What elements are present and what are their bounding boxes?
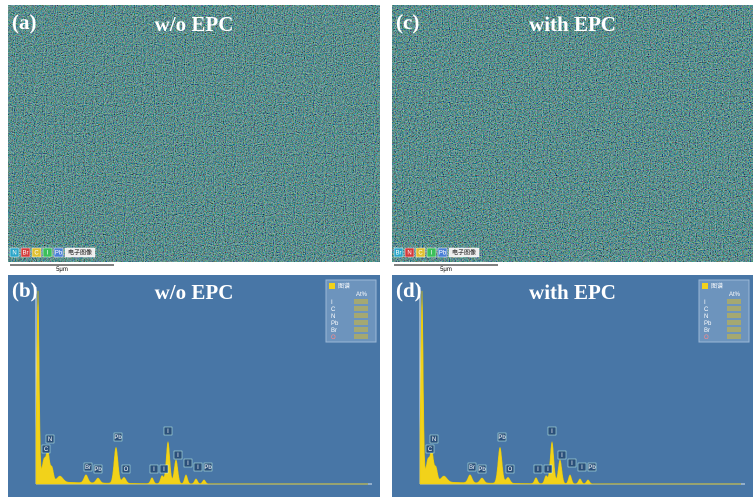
peak-label: N [432, 437, 436, 443]
panel-title: with EPC [529, 280, 616, 304]
scale-bar-label: 5μm [56, 267, 68, 273]
legend-title: 图谱 [338, 282, 350, 290]
legend-element: Pb [704, 321, 712, 327]
legend-element: Pb [331, 321, 339, 327]
panel-title: w/o EPC [155, 280, 234, 304]
legend-value-box [727, 299, 741, 304]
legend-element: C [704, 307, 709, 313]
legend-title: 图谱 [711, 282, 723, 290]
panel-title: with EPC [529, 12, 616, 36]
panel-label: (a) [12, 10, 37, 34]
map-legend-label: 电子图像 [68, 249, 92, 257]
legend-unit: At% [729, 292, 741, 298]
panel-label: (b) [12, 278, 38, 302]
legend-value-box [354, 313, 368, 318]
legend-value-box [354, 334, 368, 339]
legend-element: C [331, 307, 336, 313]
legend-element: Br [704, 328, 710, 334]
panel-title: w/o EPC [155, 12, 234, 36]
map-legend-label: Pb [439, 251, 447, 257]
peak-label: O [124, 467, 129, 473]
legend-value-box [727, 306, 741, 311]
map-legend-label: Pb [55, 251, 63, 257]
peak-label: O [508, 467, 513, 473]
peak-label: Pb [114, 435, 122, 441]
map-legend-label: N [407, 251, 411, 257]
legend-value-box [727, 334, 741, 339]
legend-value-box [727, 313, 741, 318]
map-legend-label: C [34, 251, 39, 257]
peak-label: Pb [478, 467, 486, 473]
legend-element: O [704, 335, 709, 341]
legend-value-box [354, 327, 368, 332]
legend-unit: At% [356, 292, 368, 298]
map-legend-label: Br [396, 251, 402, 257]
legend-value-box [354, 306, 368, 311]
map-legend-label: 电子图像 [452, 249, 476, 257]
eds-map-texture [8, 5, 380, 262]
legend-element: N [331, 314, 335, 320]
legend-value-box [354, 299, 368, 304]
peak-label: C [428, 447, 433, 453]
scale-bar-label: 5μm [440, 267, 452, 273]
peak-label: N [48, 437, 52, 443]
peak-label: Pb [204, 465, 212, 471]
legend-swatch [329, 283, 335, 289]
map-legend-label: Br [23, 251, 29, 257]
legend-element: O [331, 335, 336, 341]
legend-value-box [727, 320, 741, 325]
peak-label: C [44, 447, 49, 453]
legend-element: N [704, 314, 708, 320]
legend-value-box [354, 320, 368, 325]
map-legend-label: N [12, 251, 16, 257]
peak-label: Pb [588, 465, 596, 471]
peak-label: Br [469, 465, 475, 471]
peak-label: Br [85, 465, 91, 471]
legend-value-box [727, 327, 741, 332]
map-legend-label: C [418, 251, 423, 257]
figure: (a)w/o EPCNBrCIPb电子图像5μmCNBrPbPbOIIIIIIP… [0, 0, 753, 497]
panel-label: (c) [396, 10, 419, 34]
panel-label: (d) [396, 278, 422, 302]
peak-label: Pb [498, 435, 506, 441]
legend-swatch [702, 283, 708, 289]
eds-map-texture [392, 5, 753, 262]
legend-element: Br [331, 328, 337, 334]
peak-label: Pb [94, 467, 102, 473]
